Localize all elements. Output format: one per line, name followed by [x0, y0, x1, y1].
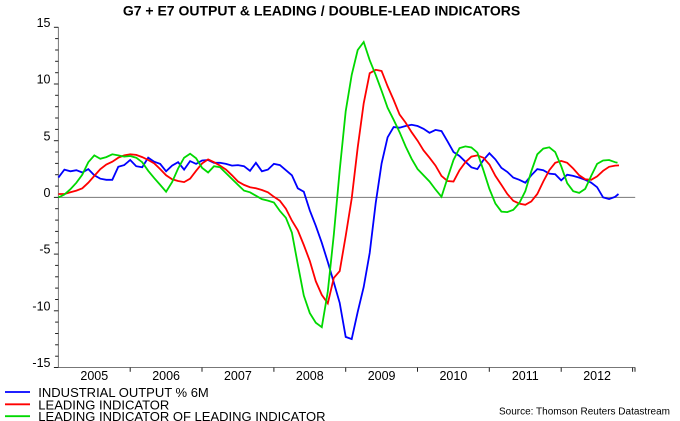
svg-text:-10: -10: [32, 299, 50, 313]
svg-text:-5: -5: [39, 243, 50, 257]
svg-text:LEADING INDICATOR OF LEADING I: LEADING INDICATOR OF LEADING INDICATOR: [38, 409, 325, 421]
svg-text:-15: -15: [32, 356, 50, 370]
svg-text:15: 15: [37, 16, 51, 30]
svg-text:2011: 2011: [512, 369, 539, 383]
svg-text:Source: Thomson Reuters Datast: Source: Thomson Reuters Datastream: [499, 407, 670, 418]
svg-text:G7 + E7 OUTPUT & LEADING / DOU: G7 + E7 OUTPUT & LEADING / DOUBLE-LEAD I…: [123, 3, 520, 19]
svg-text:2012: 2012: [583, 369, 611, 383]
svg-text:2008: 2008: [296, 369, 324, 383]
svg-text:LEADING INDICATOR: LEADING INDICATOR: [38, 397, 169, 412]
svg-text:2009: 2009: [368, 369, 396, 383]
svg-text:10: 10: [37, 73, 51, 87]
svg-text:2007: 2007: [224, 369, 252, 383]
svg-text:5: 5: [44, 129, 51, 143]
svg-text:2005: 2005: [80, 369, 108, 383]
svg-text:2006: 2006: [152, 369, 180, 383]
svg-text:INDUSTRIAL OUTPUT % 6M: INDUSTRIAL OUTPUT % 6M: [38, 385, 208, 400]
svg-text:2010: 2010: [439, 369, 467, 383]
svg-text:0: 0: [44, 186, 51, 200]
